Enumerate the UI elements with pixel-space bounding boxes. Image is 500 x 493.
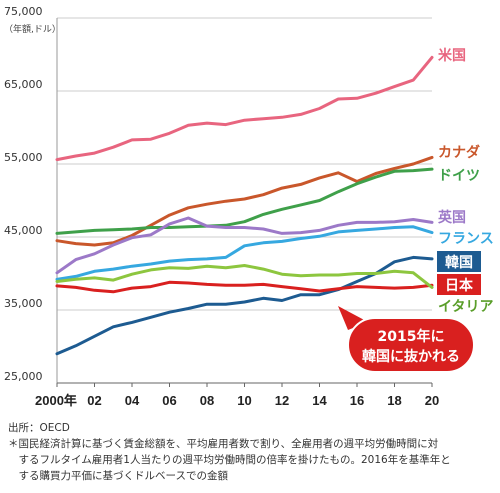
series-line-1: [55, 155, 434, 247]
series-label-badge: [437, 274, 481, 295]
series-label-badge: [437, 251, 481, 272]
series-label: カナダ: [438, 144, 480, 161]
x-tick-label: 2000年: [35, 393, 77, 408]
y-tick-label: 75,000: [4, 5, 43, 18]
source-note: 出所：OECD: [8, 422, 70, 434]
x-tick-label: 02: [87, 393, 101, 408]
x-tick-label: 10: [237, 393, 251, 408]
annotation-text-line-1: 2015年に: [378, 328, 445, 345]
series-label: 米国: [438, 47, 466, 64]
x-tick-label: 04: [125, 393, 140, 408]
series-line-6: [55, 280, 434, 294]
series-label: 日本: [445, 277, 474, 294]
methodology-note-line-1: ＊国民経済計算に基づく賃金総額を、平均雇用者数で割り、全雇用者の週平均労働時間に…: [8, 438, 439, 450]
series-line-7: [55, 264, 434, 289]
x-tick-label: 16: [350, 393, 364, 408]
x-tick-label: 08: [200, 393, 214, 408]
label-layer: 75,000 65,000 55,000 45,000 35,000 25,000 （年額,…: [4, 5, 494, 408]
series-label: フランス: [438, 231, 494, 247]
series-layer: [55, 55, 434, 356]
grid-layer: [56, 17, 433, 387]
methodology-note-line-2: するフルタイム雇用者1人当たりの週平均労働時間の倍率を掛けたもの。2016年を基…: [8, 454, 451, 466]
methodology-note-line-3: する購買力平価に基づくドルベースでの金額: [8, 470, 228, 482]
series-label: ドイツ: [438, 168, 480, 184]
series-line-3: [55, 216, 434, 275]
chart-footer: 出所：OECD ＊国民経済計算に基づく賃金総額を、平均雇用者数で割り、全雇用者の…: [8, 420, 496, 484]
x-tick-label: 06: [162, 393, 176, 408]
y-unit-label: （年額,ドル）: [4, 23, 61, 35]
y-tick-label: 35,000: [4, 297, 43, 310]
line-chart: 75,000 65,000 55,000 45,000 35,000 25,000 （年額,…: [4, 5, 494, 408]
x-tick-label: 14: [312, 393, 327, 408]
y-tick-label: 65,000: [4, 78, 43, 91]
annotation-bubble: [347, 317, 475, 373]
series-line-4: [55, 225, 434, 281]
series-line-5: [55, 255, 434, 356]
y-tick-label: 55,000: [4, 151, 43, 164]
annotation-text-line-2: 韓国に抜かれる: [362, 348, 460, 365]
y-tick-label: 45,000: [4, 224, 43, 237]
series-line-2: [55, 167, 434, 235]
x-tick-label: 12: [275, 393, 289, 408]
series-label: 英国: [437, 209, 466, 226]
x-tick-label: 18: [387, 393, 401, 408]
series-line-0: [55, 55, 434, 162]
series-label: 韓国: [445, 254, 473, 271]
series-label: イタリア: [438, 299, 493, 315]
x-tick-label: 20: [425, 393, 439, 408]
y-tick-label: 25,000: [4, 370, 43, 383]
